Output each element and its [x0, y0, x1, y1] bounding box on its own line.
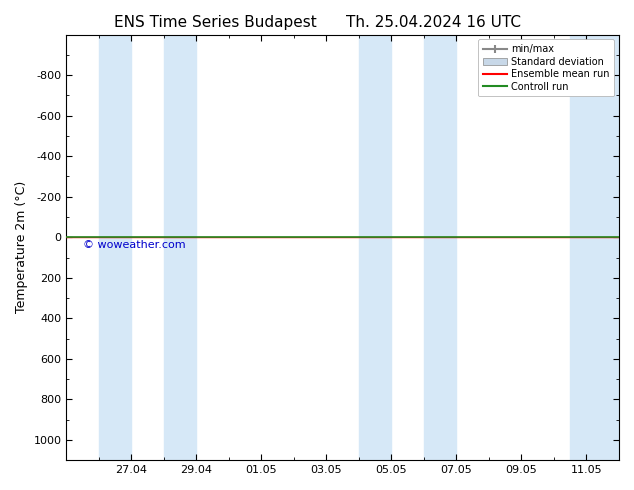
Bar [99, 35, 131, 460]
Bar [424, 35, 456, 460]
Y-axis label: Temperature 2m (°C): Temperature 2m (°C) [15, 181, 28, 314]
Text: ENS Time Series Budapest      Th. 25.04.2024 16 UTC: ENS Time Series Budapest Th. 25.04.2024 … [113, 15, 521, 30]
Bar [359, 35, 391, 460]
Bar [164, 35, 197, 460]
Text: © woweather.com: © woweather.com [83, 240, 186, 250]
Legend: min/max, Standard deviation, Ensemble mean run, Controll run: min/max, Standard deviation, Ensemble me… [478, 40, 614, 97]
Bar [570, 35, 619, 460]
